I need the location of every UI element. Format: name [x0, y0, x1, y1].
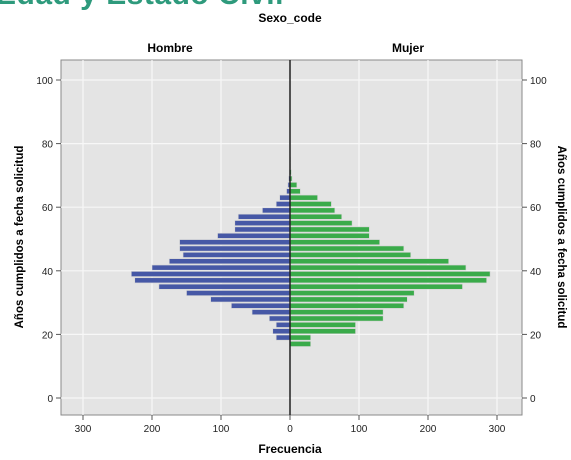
bar-hombre-60: [275, 201, 291, 207]
bar-mujer-18: [289, 334, 312, 341]
y-tick-label-right: 20: [530, 330, 542, 341]
y-tick-label-right: 0: [530, 394, 536, 405]
bar-hombre-52: [234, 226, 291, 233]
y-tick-label-right: 60: [530, 203, 542, 214]
bar-mujer-64: [289, 188, 301, 195]
x-tick-label: 200: [144, 424, 161, 435]
bar-hombre-34: [158, 283, 291, 290]
bar-mujer-52: [289, 226, 370, 233]
y-tick-label-left: 100: [36, 76, 53, 87]
bar-mujer-66: [289, 182, 298, 188]
y-axis-label-right: Años cumplidos a fecha solicitud: [555, 146, 567, 329]
y-axis-label-left: Años cumplidos a fecha solicitud: [14, 146, 26, 329]
bar-mujer-60: [289, 201, 332, 207]
bar-hombre-24: [268, 315, 291, 322]
bar-hombre-56: [237, 213, 291, 220]
bar-hombre-30: [210, 296, 291, 303]
bar-mujer-24: [289, 315, 384, 322]
bar-hombre-62: [279, 194, 291, 201]
x-tick-label: 100: [213, 424, 230, 435]
bar-hombre-50: [217, 232, 291, 239]
bar-hombre-20: [272, 328, 291, 335]
x-tick-label: 200: [420, 424, 437, 435]
bar-mujer-20: [289, 328, 356, 335]
bar-mujer-44: [289, 252, 412, 258]
bar-mujer-56: [289, 213, 343, 220]
bar-mujer-48: [289, 239, 380, 246]
bar-mujer-28: [289, 302, 405, 309]
chart-title: Sexo_code: [258, 11, 322, 25]
y-tick-label-left: 60: [42, 203, 54, 214]
bar-hombre-18: [275, 334, 291, 341]
bar-hombre-46: [179, 245, 291, 252]
panel-label-hombre: Hombre: [147, 41, 193, 55]
left-y-ticks: 0 20 40 60 80 100: [36, 76, 61, 405]
bar-mujer-42: [289, 258, 449, 265]
bar-hombre-22: [275, 321, 291, 328]
y-tick-label-left: 40: [42, 267, 54, 278]
bars-layer: [131, 156, 491, 347]
bar-hombre-36: [134, 277, 291, 284]
bar-mujer-50: [289, 232, 370, 239]
page-heading-fragment: Edad y Estado Civil: [0, 0, 284, 12]
bar-mujer-16: [289, 341, 312, 347]
bar-mujer-36: [289, 277, 487, 284]
bar-mujer-32: [289, 290, 415, 296]
bar-mujer-34: [289, 283, 463, 290]
bar-mujer-22: [289, 321, 356, 328]
bar-hombre-26: [251, 309, 291, 316]
bar-hombre-32: [186, 290, 291, 296]
y-tick-label-right: 100: [530, 76, 547, 87]
bar-mujer-26: [289, 309, 384, 316]
y-tick-label-left: 0: [47, 394, 53, 405]
bar-mujer-62: [289, 194, 318, 201]
bar-hombre-58: [262, 207, 291, 214]
bar-mujer-58: [289, 207, 336, 214]
bar-hombre-42: [168, 258, 291, 265]
x-ticks: 300 200 100 0 100 200 300: [75, 415, 506, 435]
bar-hombre-48: [179, 239, 291, 246]
bar-hombre-38: [131, 271, 291, 277]
bar-hombre-28: [231, 302, 291, 309]
bar-mujer-30: [289, 296, 408, 303]
bar-mujer-54: [289, 220, 353, 226]
x-tick-label: 100: [351, 424, 368, 435]
y-tick-label-right: 40: [530, 267, 542, 278]
x-tick-label: 300: [489, 424, 506, 435]
x-tick-label: 0: [287, 424, 293, 435]
bar-hombre-54: [234, 220, 291, 226]
right-y-ticks: 0 20 40 60 80 100: [522, 76, 547, 405]
bar-mujer-46: [289, 245, 405, 252]
panel-label-mujer: Mujer: [392, 41, 424, 55]
bar-hombre-44: [182, 252, 291, 258]
x-tick-label: 300: [75, 424, 92, 435]
bar-hombre-40: [151, 264, 291, 271]
y-tick-label-right: 80: [530, 140, 542, 151]
bar-mujer-40: [289, 264, 467, 271]
x-axis-label: Frecuencia: [258, 442, 322, 456]
bar-mujer-38: [289, 271, 491, 277]
y-tick-label-left: 20: [42, 330, 54, 341]
y-tick-label-left: 80: [42, 140, 54, 151]
